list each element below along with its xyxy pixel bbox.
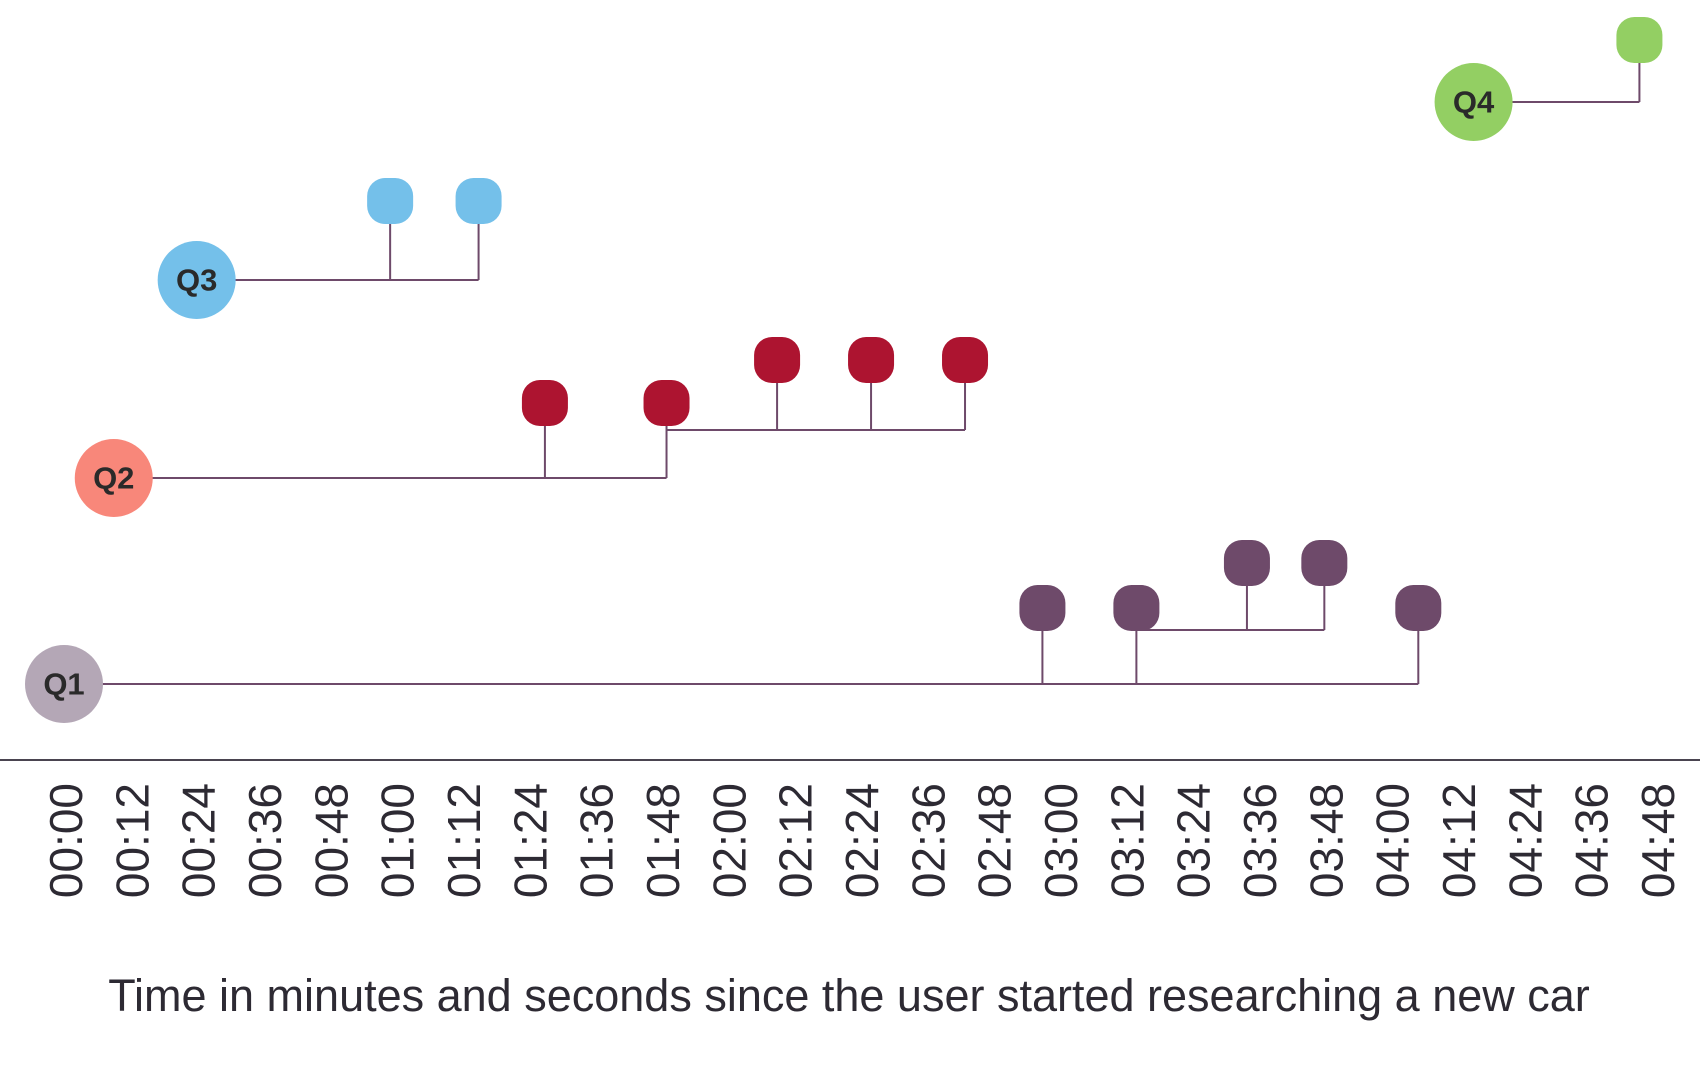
time-tick-label: 02:12: [770, 783, 822, 898]
event-marker: [643, 380, 690, 426]
time-tick-label: 03:48: [1300, 783, 1352, 898]
event-marker: [848, 337, 895, 383]
time-tick-label: 00:12: [106, 783, 158, 898]
time-tick-label: 01:12: [438, 783, 490, 898]
query-node-q4: [1434, 63, 1513, 141]
time-tick-label: 03:36: [1234, 783, 1286, 898]
query-node-q2: [74, 439, 153, 517]
query-connector-q1: [101, 571, 1420, 685]
time-tick-label: 00:48: [305, 783, 357, 898]
time-tick-label: 01:36: [571, 783, 623, 898]
query-label: Q2: [93, 461, 134, 496]
query-label: Q4: [1453, 85, 1495, 120]
event-marker: [754, 337, 801, 383]
event-marker: [1616, 17, 1663, 63]
axis-caption: Time in minutes and seconds since the us…: [108, 970, 1590, 1021]
event-marker: [942, 337, 989, 383]
query-connector-q3: [233, 209, 480, 281]
event-marker: [1113, 585, 1160, 631]
time-tick-label: 04:12: [1433, 783, 1485, 898]
event-marker: [1019, 585, 1066, 631]
time-tick-label: 04:00: [1367, 783, 1419, 898]
event-marker: [455, 178, 502, 224]
query-label: Q3: [176, 263, 217, 298]
time-tick-label: 00:00: [40, 783, 92, 898]
time-tick-label: 00:24: [173, 783, 225, 898]
event-marker: [521, 380, 568, 426]
time-tick-label: 02:36: [902, 783, 954, 898]
query-node-q1: [25, 645, 103, 723]
time-tick-label: 03:24: [1168, 783, 1220, 898]
time-tick-label: 04:48: [1632, 783, 1684, 898]
query-connector-q4: [1510, 48, 1641, 103]
event-marker: [1395, 585, 1442, 631]
event-marker: [1223, 540, 1270, 586]
time-tick-label: 00:36: [239, 783, 291, 898]
time-tick-label: 01:24: [504, 783, 556, 898]
event-marker: [1301, 540, 1348, 586]
time-tick-label: 03:12: [1101, 783, 1153, 898]
query-nodes: Q1 Q2 Q3 Q4: [25, 17, 1663, 723]
event-marker: [367, 178, 414, 224]
query-label: Q1: [43, 667, 84, 702]
time-tick-label: 03:00: [1035, 783, 1087, 898]
time-tick-label: 04:36: [1566, 783, 1618, 898]
time-axis-ticks: 00:00 00:12 00:24 00:36 00:48 01:00 01:12 01:24…: [40, 783, 1684, 898]
query-connector-q2: [150, 368, 967, 479]
time-tick-label: 02:48: [969, 783, 1021, 898]
time-tick-label: 02:24: [836, 783, 888, 898]
time-tick-label: 04:24: [1499, 783, 1551, 898]
time-tick-label: 02:00: [703, 783, 755, 898]
time-tick-label: 01:00: [372, 783, 424, 898]
query-node-q3: [157, 241, 236, 319]
time-tick-label: 01:48: [637, 783, 689, 898]
